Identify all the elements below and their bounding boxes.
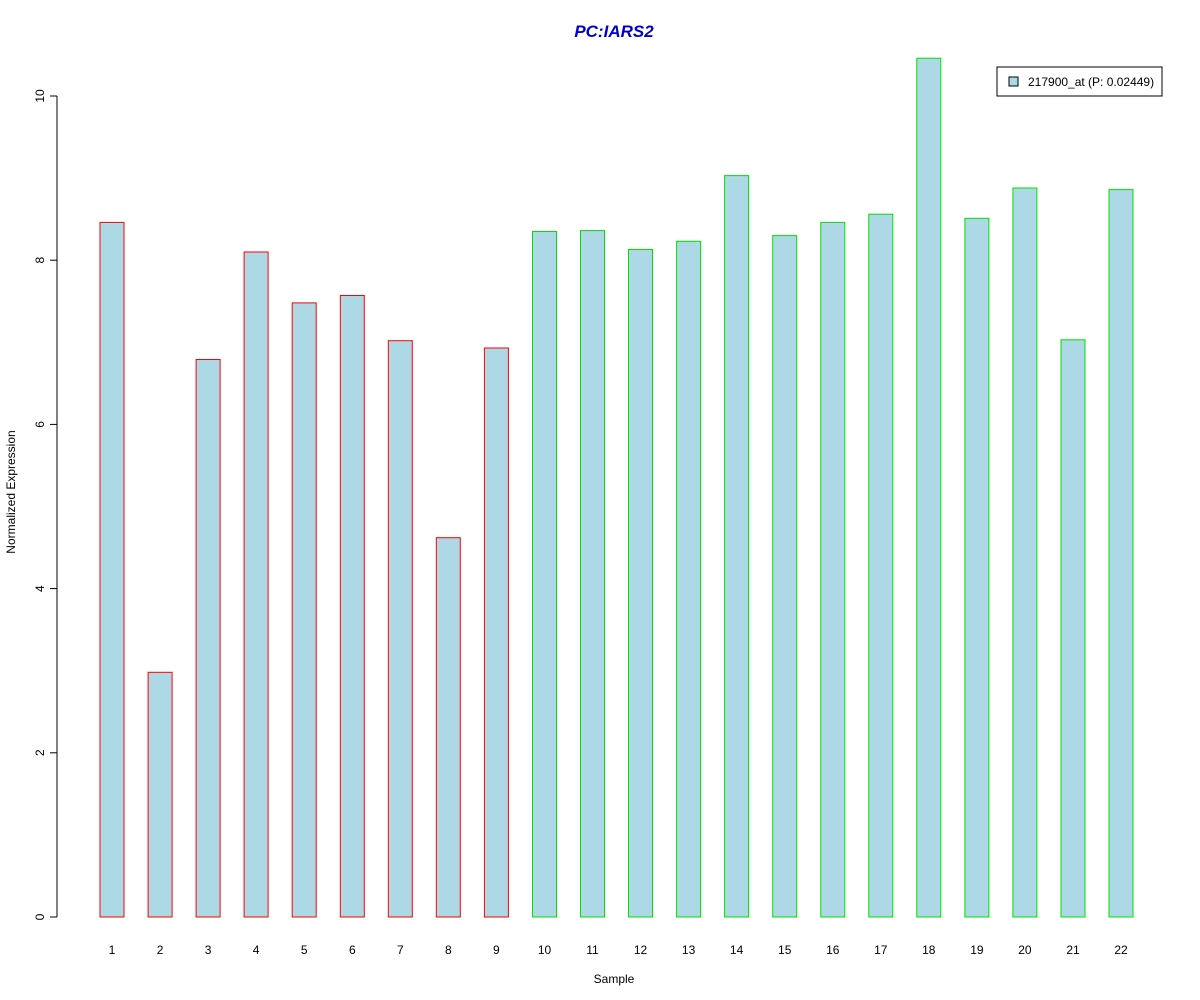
y-tick-label: 0: [33, 913, 47, 920]
y-tick-label: 4: [33, 585, 47, 592]
bar-sample-21: [1060, 339, 1086, 918]
x-tick-labels: 1 2 3 4 5 6 7 8 9 10 11 12 13 14 15 16 17 18 19 20 21 22: [109, 943, 1128, 957]
bar-sample-14: [724, 175, 750, 918]
x-tick-label: 17: [874, 943, 888, 957]
bar-sample-16: [820, 221, 846, 918]
x-tick-label: 20: [1018, 943, 1032, 957]
y-tick-label: 8: [33, 257, 47, 264]
x-tick-label: 8: [445, 943, 452, 957]
bar-sample-11: [580, 230, 605, 918]
x-tick-label: 21: [1066, 943, 1080, 957]
chart-title: PC:IARS2: [574, 22, 654, 41]
x-tick-label: 19: [970, 943, 984, 957]
bar-sample-6: [339, 295, 365, 918]
bar-sample-4: [243, 251, 269, 918]
bar-sample-10: [532, 231, 557, 918]
x-tick-label: 16: [826, 943, 840, 957]
x-tick-label: 22: [1114, 943, 1128, 957]
bar-sample-2: [147, 671, 173, 918]
y-axis-label: Normalized Expression: [4, 430, 18, 553]
bar-sample-12: [628, 249, 653, 918]
x-tick-label: 5: [301, 943, 308, 957]
bar-sample-22: [1108, 189, 1134, 918]
x-tick-label: 6: [349, 943, 356, 957]
legend: 217900_at (P: 0.02449): [996, 66, 1163, 97]
legend-swatch: [1008, 76, 1019, 87]
bar-sample-9: [483, 347, 509, 918]
bar-sample-20: [1012, 187, 1038, 918]
x-tick-label: 3: [205, 943, 212, 957]
x-tick-label: 12: [634, 943, 648, 957]
legend-box: [996, 66, 1163, 97]
x-axis-label: Sample: [594, 972, 635, 986]
x-tick-label: 18: [922, 943, 936, 957]
bar-sample-8: [435, 537, 461, 918]
x-tick-label: 10: [538, 943, 552, 957]
bar-sample-7: [387, 340, 413, 918]
bars: [99, 57, 1134, 918]
x-tick-label: 2: [157, 943, 164, 957]
y-tick-label: 10: [33, 89, 47, 103]
bar-sample-3: [195, 359, 221, 918]
bar-sample-17: [868, 213, 894, 918]
x-tick-label: 13: [682, 943, 696, 957]
x-tick-label: 11: [586, 943, 599, 957]
y-axis: 0 2 4 6 8 10: [33, 89, 58, 920]
x-tick-label: 7: [397, 943, 404, 957]
y-tick-label: 6: [33, 421, 47, 428]
bar-sample-18: [916, 57, 942, 918]
x-tick-label: 4: [253, 943, 260, 957]
x-tick-label: 15: [778, 943, 792, 957]
bar-sample-15: [772, 235, 798, 918]
bar-sample-13: [676, 240, 702, 918]
bar-sample-1: [99, 221, 125, 918]
legend-label: 217900_at (P: 0.02449): [1028, 75, 1154, 89]
y-tick-label: 2: [33, 749, 47, 756]
x-tick-label: 9: [493, 943, 500, 957]
x-tick-label: 14: [730, 943, 744, 957]
x-tick-label: 1: [109, 943, 116, 957]
bar-sample-19: [964, 217, 990, 918]
bar-sample-5: [291, 302, 317, 918]
